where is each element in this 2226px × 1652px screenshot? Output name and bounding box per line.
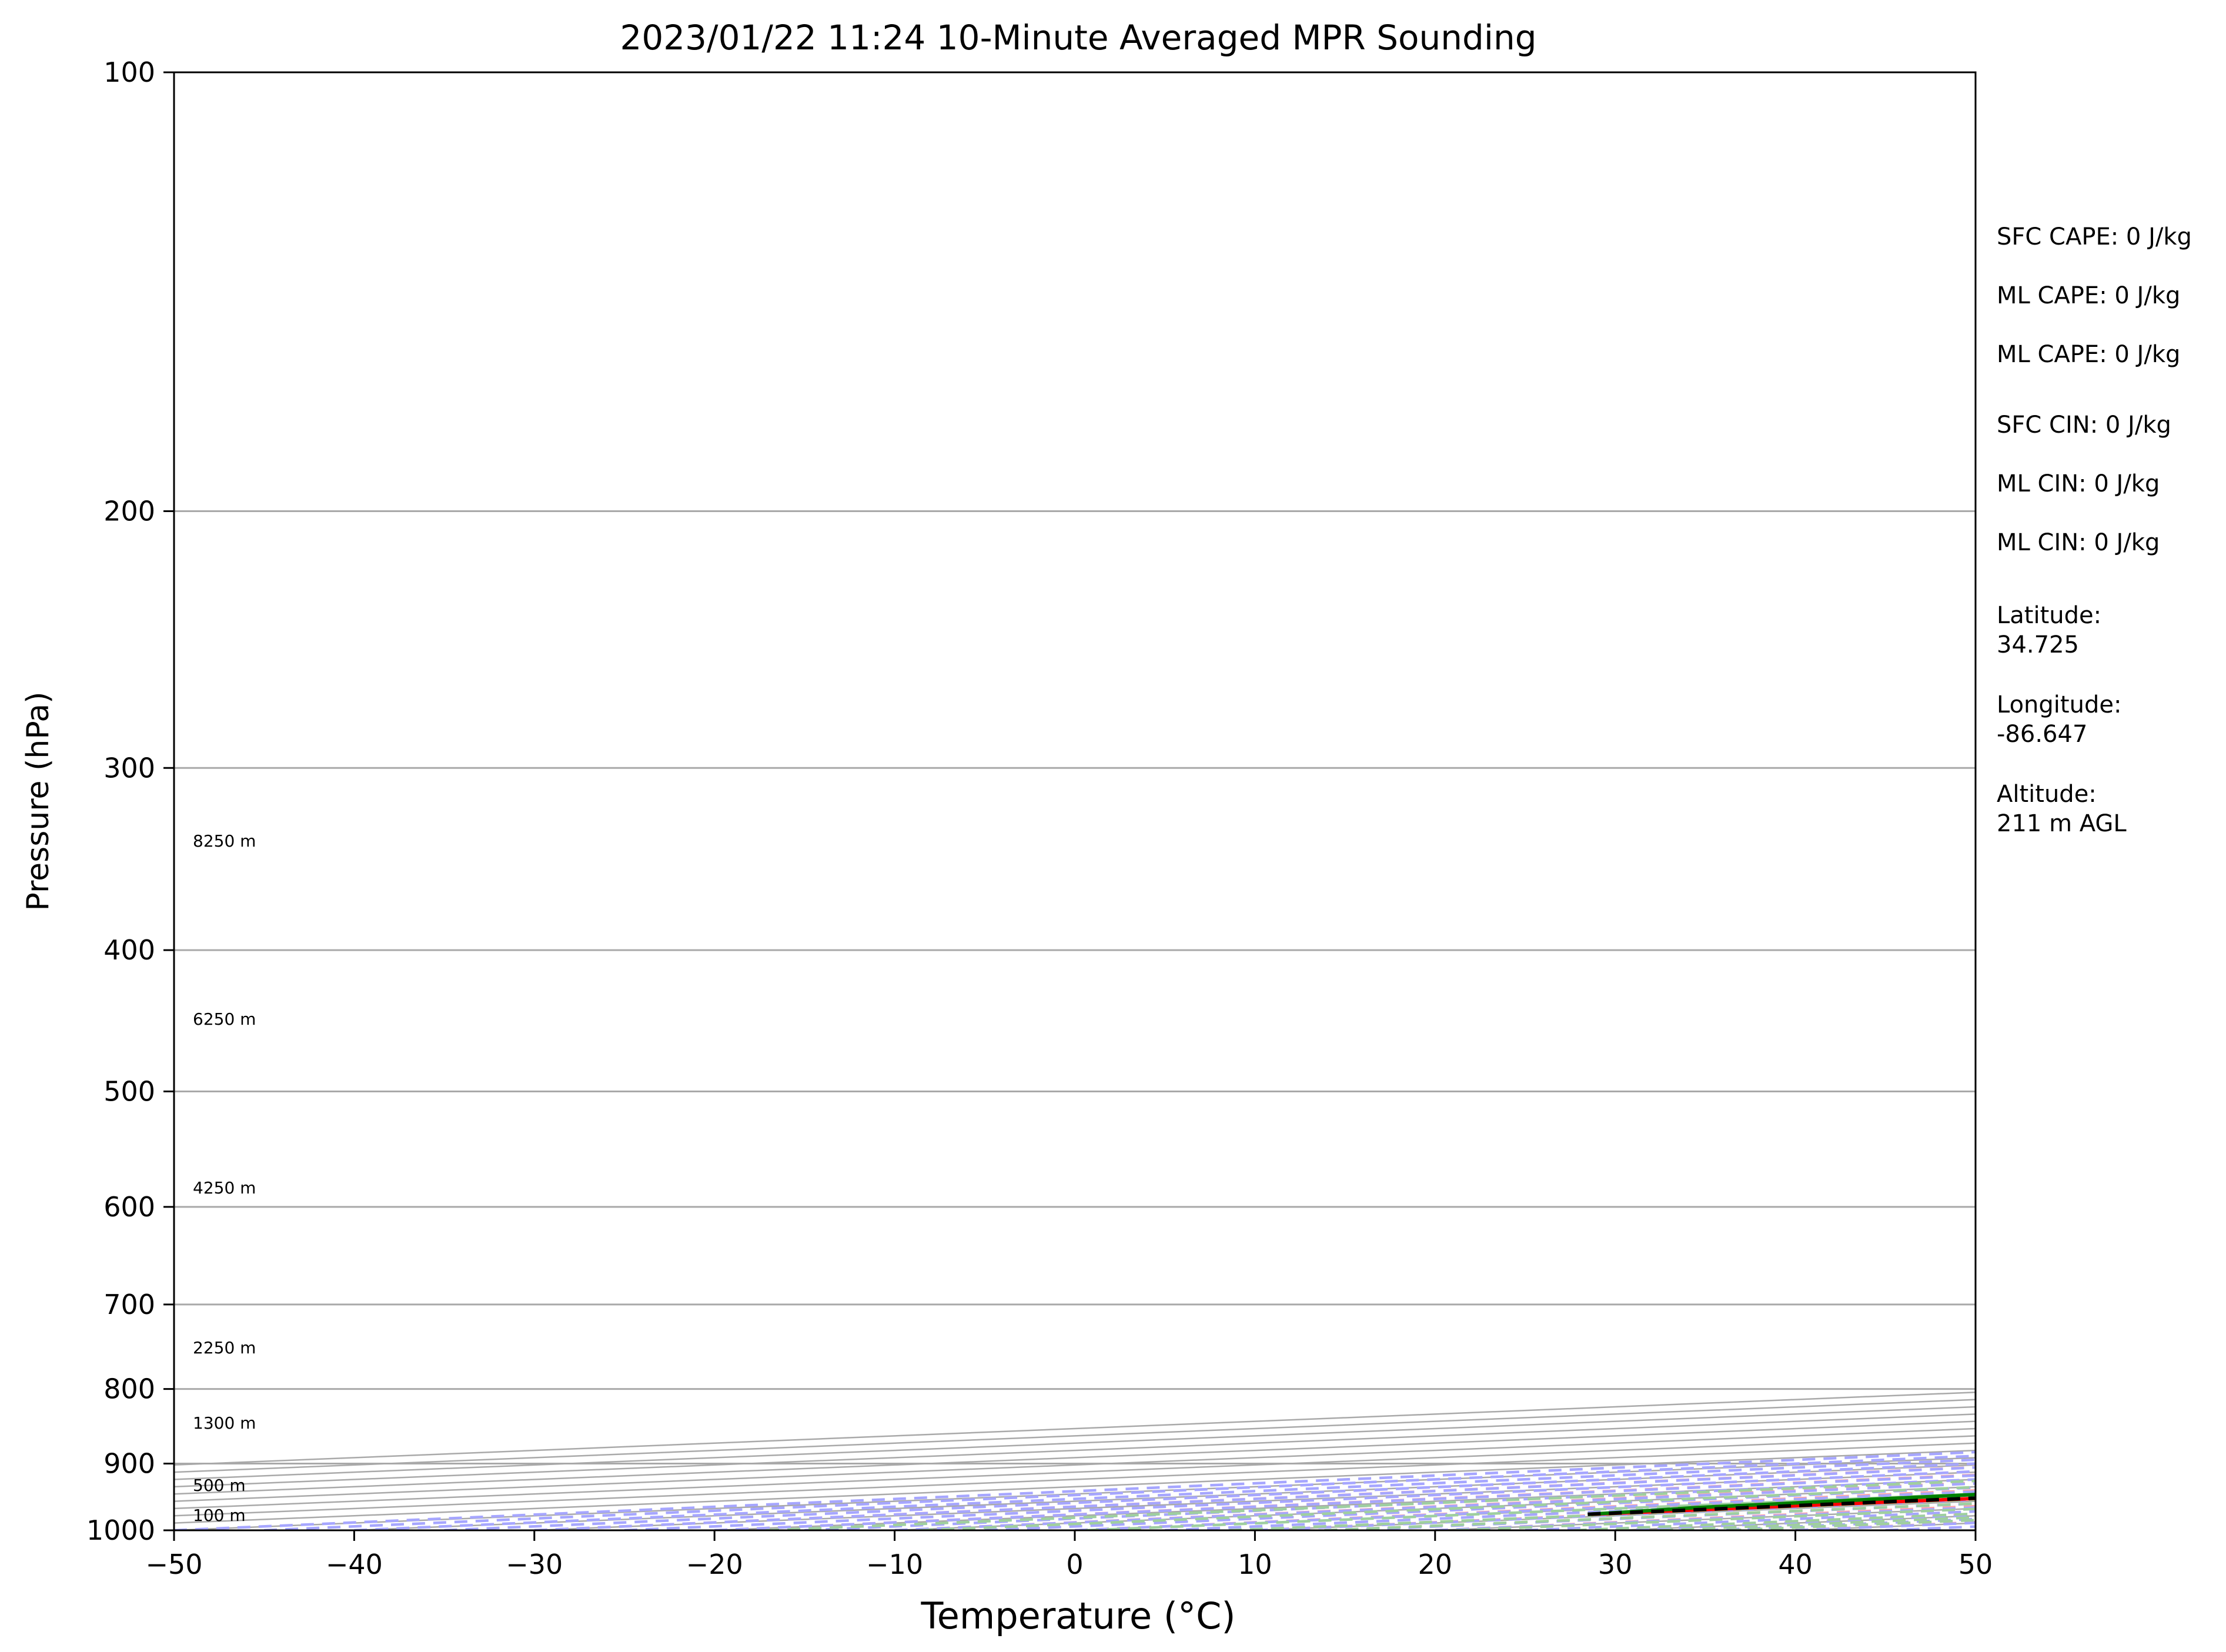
x-tick-label: 10: [1238, 1549, 1272, 1580]
height-label: 6250 m: [193, 1009, 256, 1029]
sfc-cape-text: SFC CAPE: 0 J/kg: [1997, 223, 2192, 250]
y-tick-label: 600: [103, 1191, 155, 1223]
x-tick-label: 30: [1598, 1549, 1633, 1580]
y-axis: 100 200 300 400 500 600 700 800 900 1000: [86, 56, 174, 1546]
y-tick-label: 100: [103, 56, 155, 88]
y-tick-label: 300: [103, 752, 155, 784]
ml-cin-text-2: ML CIN: 0 J/kg: [1997, 529, 2160, 556]
longitude-value: -86.647: [1997, 721, 2087, 748]
x-tick-label: 50: [1958, 1549, 1993, 1580]
x-tick-label: −10: [866, 1549, 923, 1580]
ml-cape-text-2: ML CAPE: 0 J/kg: [1997, 341, 2180, 368]
y-tick-label: 200: [103, 496, 155, 527]
y-tick-label: 700: [103, 1289, 155, 1320]
height-labels: 8250 m 6250 m 4250 m 2250 m 1300 m 500 m 100 m: [193, 831, 256, 1525]
x-axis-label: Temperature (°C): [920, 1594, 1235, 1637]
latitude-label: Latitude:: [1997, 602, 2101, 629]
altitude-value: 211 m AGL: [1997, 810, 2127, 837]
y-tick-label: 400: [103, 934, 155, 966]
stats-panel: SFC CAPE: 0 J/kg ML CAPE: 0 J/kg ML CAPE…: [1997, 223, 2192, 837]
ml-cin-text: ML CIN: 0 J/kg: [1997, 470, 2160, 497]
height-label: 4250 m: [193, 1178, 256, 1198]
x-axis: −50 −40 −30 −20 −10 0 10 20 30 40 50: [145, 1530, 1993, 1580]
height-label: 2250 m: [193, 1338, 256, 1357]
longitude-label: Longitude:: [1997, 691, 2121, 718]
y-tick-label: 800: [103, 1373, 155, 1405]
chart-title: 2023/01/22 11:24 10-Minute Averaged MPR …: [620, 18, 1536, 58]
background-lines: [174, 72, 1976, 1530]
altitude-label: Altitude:: [1997, 781, 2097, 808]
y-tick-label: 1000: [86, 1514, 155, 1546]
height-label: 8250 m: [193, 831, 256, 851]
x-tick-label: −20: [686, 1549, 743, 1580]
x-tick-label: −50: [145, 1549, 202, 1580]
y-tick-label: 500: [103, 1075, 155, 1107]
y-tick-label: 900: [103, 1448, 155, 1480]
sfc-cin-text: SFC CIN: 0 J/kg: [1997, 412, 2171, 439]
ml-cape-text: ML CAPE: 0 J/kg: [1997, 282, 2180, 309]
height-label: 500 m: [193, 1476, 246, 1495]
x-tick-label: 0: [1066, 1549, 1083, 1580]
height-label: 1300 m: [193, 1413, 256, 1433]
x-tick-label: 40: [1778, 1549, 1813, 1580]
x-tick-label: −30: [506, 1549, 563, 1580]
mixing-ratio-line: [766, 1479, 1976, 1530]
x-tick-label: 20: [1418, 1549, 1453, 1580]
height-label: 100 m: [193, 1506, 246, 1525]
latitude-value: 34.725: [1997, 631, 2079, 658]
y-axis-label: Pressure (hPa): [21, 692, 56, 911]
x-tick-label: −40: [326, 1549, 383, 1580]
